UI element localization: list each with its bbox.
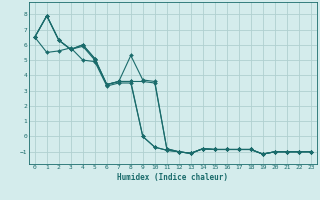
X-axis label: Humidex (Indice chaleur): Humidex (Indice chaleur): [117, 173, 228, 182]
